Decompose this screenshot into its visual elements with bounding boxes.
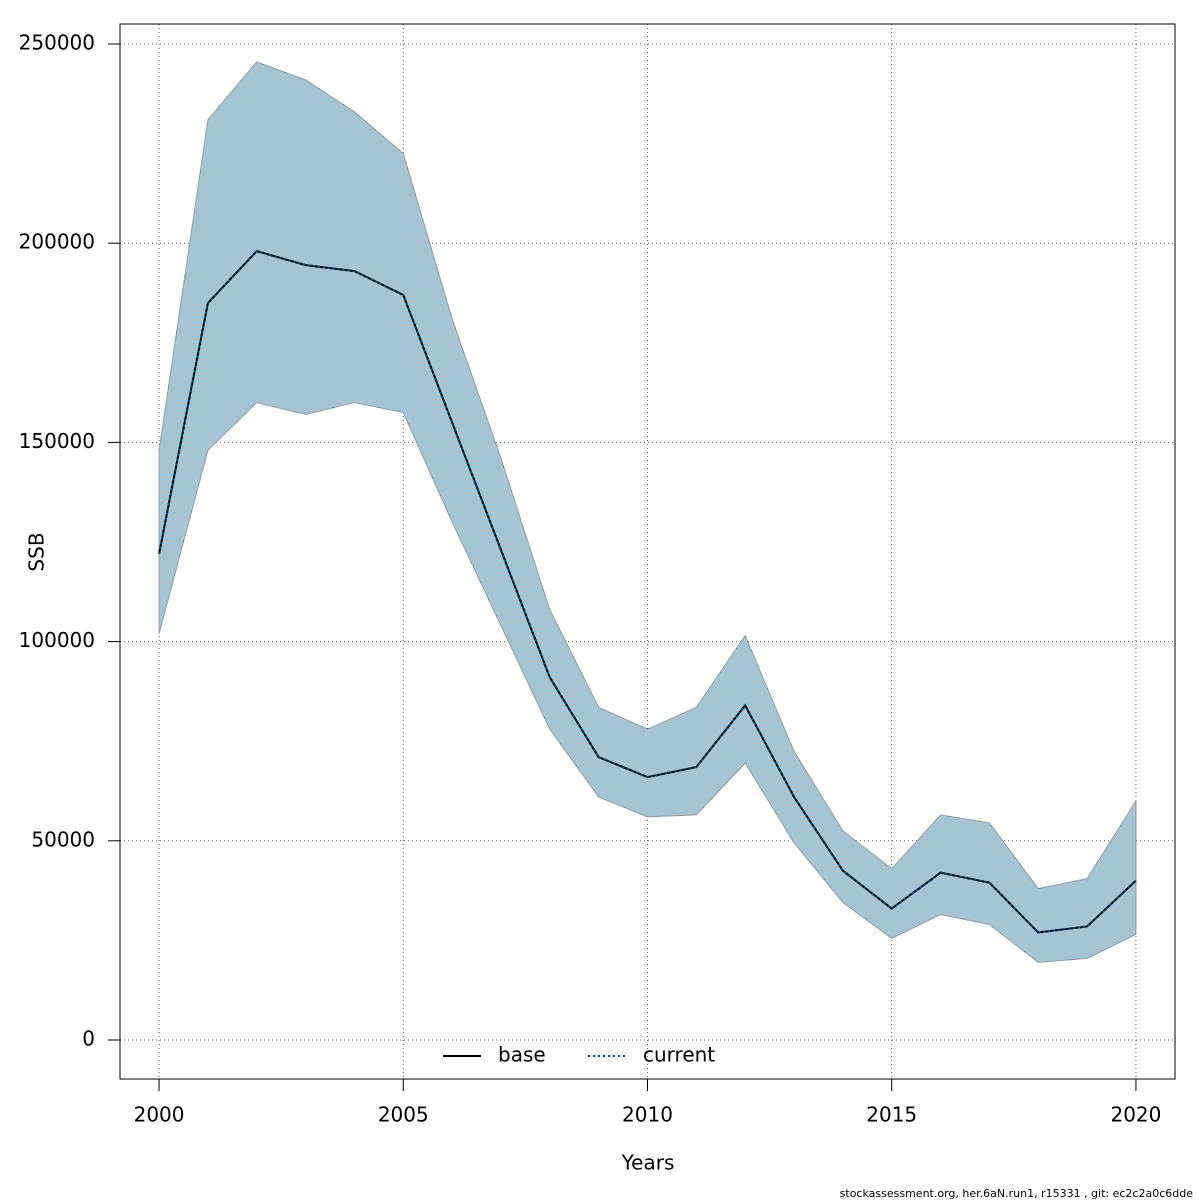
y-tick-label: 50000 xyxy=(31,827,95,851)
confidence-band xyxy=(158,61,1137,963)
y-tick-label: 0 xyxy=(82,1027,95,1051)
y-axis-label: SSB xyxy=(25,532,49,571)
x-tick-label: 2010 xyxy=(622,1103,673,1127)
x-axis-label: Years xyxy=(621,1151,675,1175)
x-tick-label: 2005 xyxy=(378,1103,429,1127)
series-line xyxy=(158,250,1137,934)
footer: stockassessment.org, her.6aN.run1, r1533… xyxy=(840,1187,1194,1200)
y-tick-label: 100000 xyxy=(19,628,95,652)
y-tick-label: 200000 xyxy=(19,230,95,254)
x-tick-label: 2015 xyxy=(866,1103,917,1127)
y-tick-label: 150000 xyxy=(19,429,95,453)
legend-label: current xyxy=(643,1043,715,1067)
x-tick-label: 2000 xyxy=(134,1103,185,1127)
legend-label: base xyxy=(498,1043,546,1067)
plot-frame xyxy=(119,23,1176,1080)
x-tick-label: 2020 xyxy=(1110,1103,1161,1127)
y-tick-label: 250000 xyxy=(19,30,95,54)
